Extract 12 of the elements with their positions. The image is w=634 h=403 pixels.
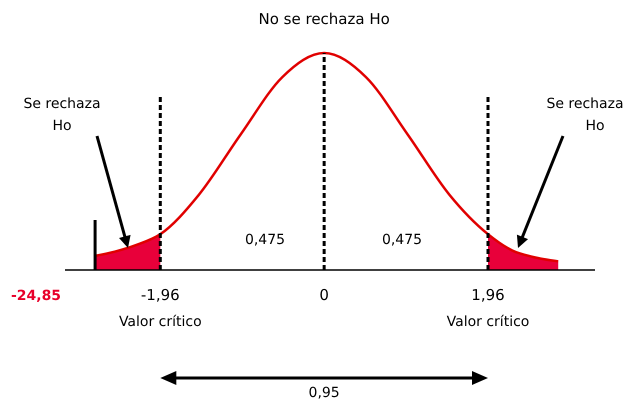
text: Valor crítico xyxy=(446,314,530,330)
x-tick-label: -1,96 xyxy=(140,286,180,304)
text: 0,95 xyxy=(308,385,340,401)
text: Valor crítico xyxy=(118,314,202,330)
annotation: 0,475 xyxy=(382,232,422,248)
annotation: Se rechaza Ho xyxy=(23,96,101,134)
annotation: 0,475 xyxy=(244,232,286,248)
chart-title: No se rechaza Ho xyxy=(258,10,390,28)
x-tick-label: 0 xyxy=(319,286,329,304)
annotation: Se rechaza Ho xyxy=(546,96,624,134)
text: -24,85 xyxy=(10,288,62,304)
x-tick-label: 1,96 xyxy=(471,286,505,304)
